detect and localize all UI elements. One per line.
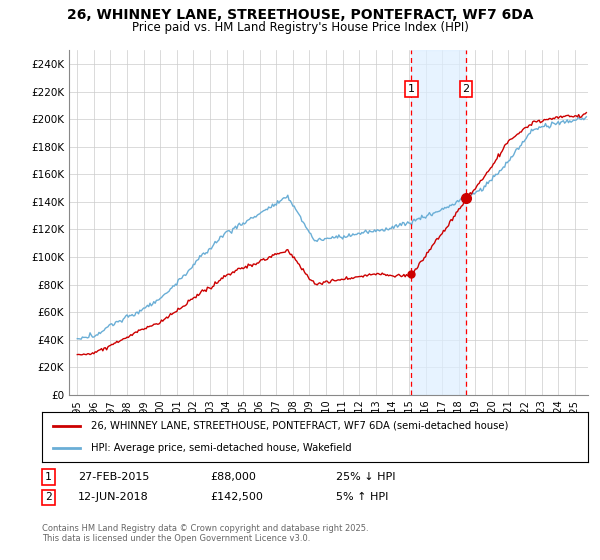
Text: 26, WHINNEY LANE, STREETHOUSE, PONTEFRACT, WF7 6DA (semi-detached house): 26, WHINNEY LANE, STREETHOUSE, PONTEFRAC…: [91, 421, 509, 431]
Text: 27-FEB-2015: 27-FEB-2015: [78, 472, 149, 482]
Text: 1: 1: [45, 472, 52, 482]
Text: £142,500: £142,500: [210, 492, 263, 502]
Text: Price paid vs. HM Land Registry's House Price Index (HPI): Price paid vs. HM Land Registry's House …: [131, 21, 469, 34]
Text: £88,000: £88,000: [210, 472, 256, 482]
Text: HPI: Average price, semi-detached house, Wakefield: HPI: Average price, semi-detached house,…: [91, 443, 352, 453]
Text: Contains HM Land Registry data © Crown copyright and database right 2025.
This d: Contains HM Land Registry data © Crown c…: [42, 524, 368, 543]
Text: 5% ↑ HPI: 5% ↑ HPI: [336, 492, 388, 502]
Text: 2: 2: [45, 492, 52, 502]
Text: 25% ↓ HPI: 25% ↓ HPI: [336, 472, 395, 482]
Text: 2: 2: [463, 84, 470, 94]
Bar: [412, 50, 466, 395]
Text: 1: 1: [408, 84, 415, 94]
Text: 12-JUN-2018: 12-JUN-2018: [78, 492, 149, 502]
Text: 26, WHINNEY LANE, STREETHOUSE, PONTEFRACT, WF7 6DA: 26, WHINNEY LANE, STREETHOUSE, PONTEFRAC…: [67, 8, 533, 22]
